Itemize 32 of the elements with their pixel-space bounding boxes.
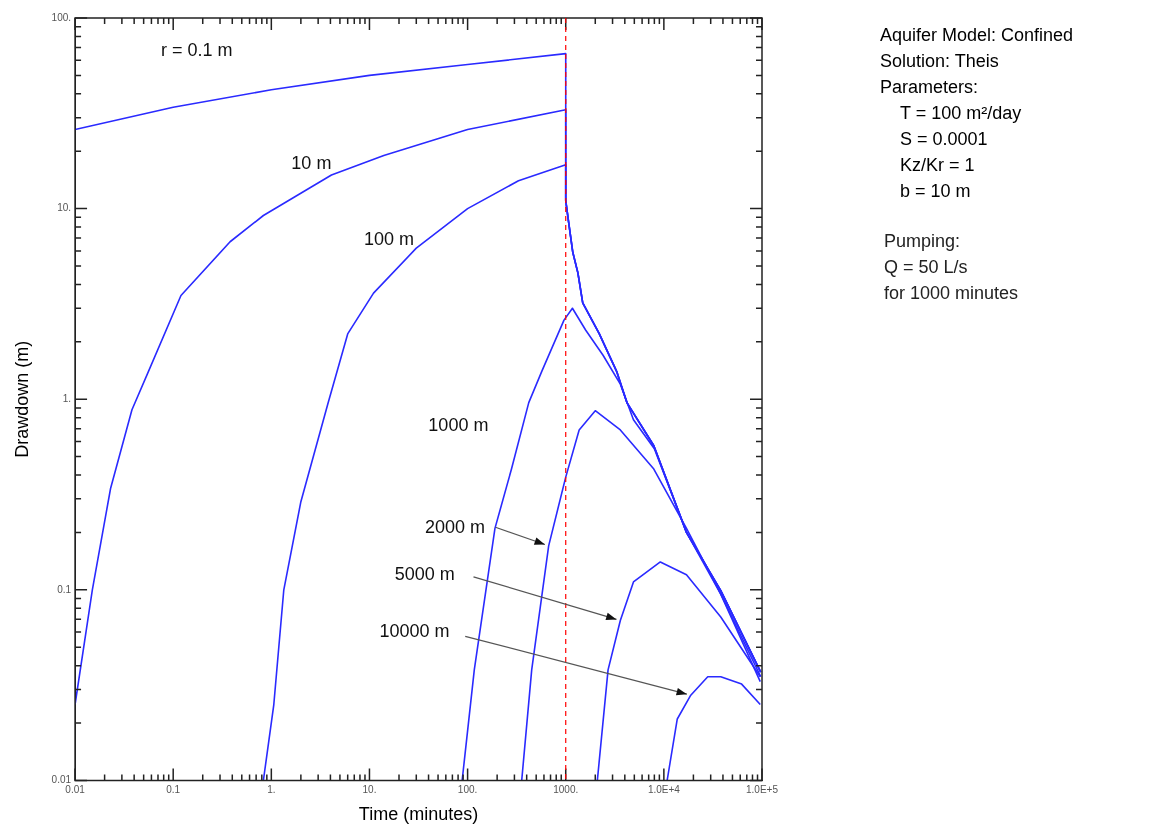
x-axis-title: Time (minutes) — [358, 804, 479, 825]
text: Aquifer Model: Confined — [880, 24, 1074, 47]
text: S = 0.0001 — [899, 128, 989, 151]
text: r = 0.1 m — [160, 39, 233, 60]
x-tick-label: 1.0E+4 — [647, 784, 681, 796]
series-label: 10 m — [291, 152, 332, 173]
text: Parameters: — [880, 76, 980, 99]
text: 10000 m — [379, 621, 450, 642]
y-tick-label: 0.1 — [57, 583, 72, 595]
text: Solution: Theis — [880, 50, 1000, 73]
y-tick-label: 100. — [51, 11, 72, 23]
text: for 1000 minutes — [883, 282, 1020, 305]
x-tick-label: 1.0E+5 — [746, 784, 779, 796]
y-tick-label: 1. — [62, 392, 72, 404]
x-tick-label: 0.1 — [166, 784, 181, 796]
text: 2000 m — [424, 517, 485, 538]
x-tick-label: 0.01 — [65, 784, 86, 796]
x-tick-label: 100. — [457, 784, 478, 796]
x-tick-label: 1000. — [553, 784, 579, 796]
text: 5000 m — [394, 563, 455, 584]
x-tick-label: 1. — [267, 784, 276, 796]
text: Kz/Kr = 1 — [899, 154, 976, 177]
series-label: 100 m — [363, 228, 415, 249]
y-tick-label: 0.01 — [51, 774, 72, 786]
series-label: 1000 m — [428, 414, 489, 435]
x-tick-label: 10. — [362, 784, 377, 796]
y-axis-title: Drawdown (m) — [11, 340, 32, 458]
text: Q = 50 L/s — [883, 256, 969, 279]
text: Pumping: — [883, 230, 962, 253]
text: T = 100 m²/day — [899, 102, 1023, 125]
y-tick-label: 10. — [57, 202, 72, 214]
text: b = 10 m — [899, 180, 972, 203]
